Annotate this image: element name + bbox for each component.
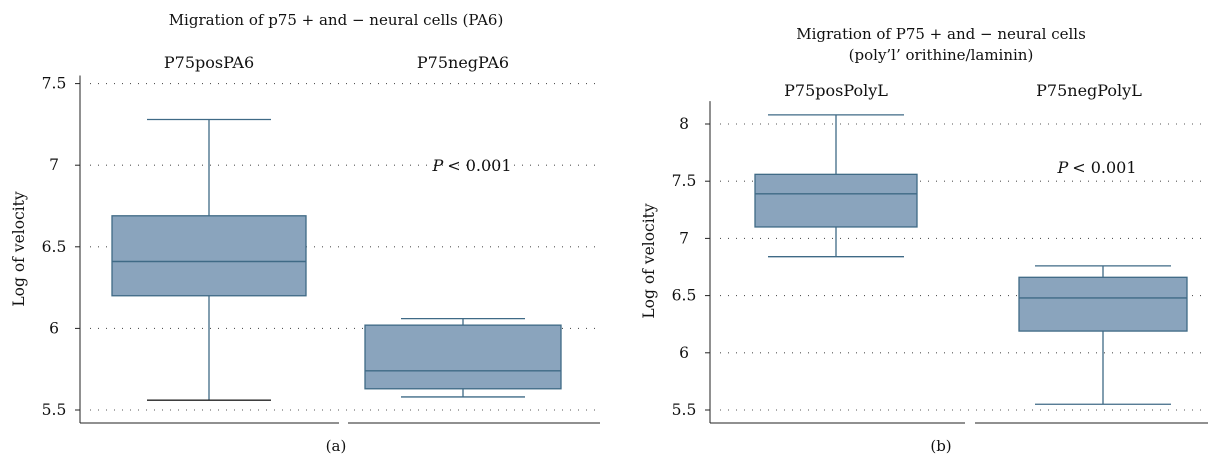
chart-a-panel-title-2: P75negPA6 (417, 53, 509, 72)
y-tick-label: 5.5 (42, 401, 67, 419)
box-2 (364, 317, 562, 398)
chart-b: Migration of P75 + and − neural cells (p… (640, 25, 1208, 455)
chart-a-p-text: < 0.001 (447, 156, 511, 175)
chart-a: Migration of p75 + and − neural cells (P… (10, 11, 600, 455)
chart-b-panel-title-1: P75posPolyL (784, 81, 888, 100)
chart-b-ylabel: Log of velocity (640, 203, 658, 319)
y-tick-label: 7.5 (42, 75, 67, 93)
chart-a-boxes (111, 118, 562, 401)
y-tick-label: 6.5 (42, 238, 67, 256)
chart-b-title: Migration of P75 + and − neural cells (796, 25, 1086, 43)
chart-a-p-value: P < 0.001 (431, 156, 511, 175)
chart-b-p-symbol: P (1056, 158, 1068, 177)
y-tick-label: 6 (679, 344, 689, 362)
chart-b-p-text: < 0.001 (1072, 158, 1136, 177)
box-2 (1018, 265, 1188, 405)
box-1 (754, 114, 918, 258)
chart-b-panel-title-2: P75negPolyL (1036, 81, 1142, 100)
iqr-box (1018, 276, 1188, 332)
y-tick-label: 5.5 (672, 401, 697, 419)
y-tick-label: 7 (679, 229, 689, 247)
y-tick-label: 6 (49, 319, 59, 337)
chart-a-p-symbol: P (431, 156, 443, 175)
chart-a-caption: (a) (326, 437, 347, 455)
chart-b-p-value: P < 0.001 (1056, 158, 1136, 177)
chart-a-axes (79, 75, 600, 424)
y-tick-label: 8 (679, 115, 689, 133)
chart-a-y-ticks: 5.5 6 6.5 7 7.5 (42, 75, 80, 419)
y-tick-label: 6.5 (672, 287, 697, 305)
chart-b-subtitle: (poly’l’ orithine/laminin) (849, 46, 1034, 64)
iqr-box (364, 324, 562, 390)
y-tick-label: 7.5 (672, 172, 697, 190)
chart-b-boxes (754, 114, 1188, 405)
chart-b-caption: (b) (930, 437, 951, 455)
iqr-box (111, 215, 307, 297)
y-tick-label: 7 (49, 156, 59, 174)
box-1 (111, 118, 307, 401)
chart-b-y-ticks: 5.5 6 6.5 7 7.5 8 (672, 115, 710, 419)
chart-a-ylabel: Log of velocity (10, 191, 28, 307)
chart-a-title: Migration of p75 + and − neural cells (P… (169, 11, 504, 29)
chart-a-panel-title-1: P75posPA6 (164, 53, 254, 72)
chart-b-axes (709, 101, 1208, 424)
iqr-box (754, 173, 918, 228)
